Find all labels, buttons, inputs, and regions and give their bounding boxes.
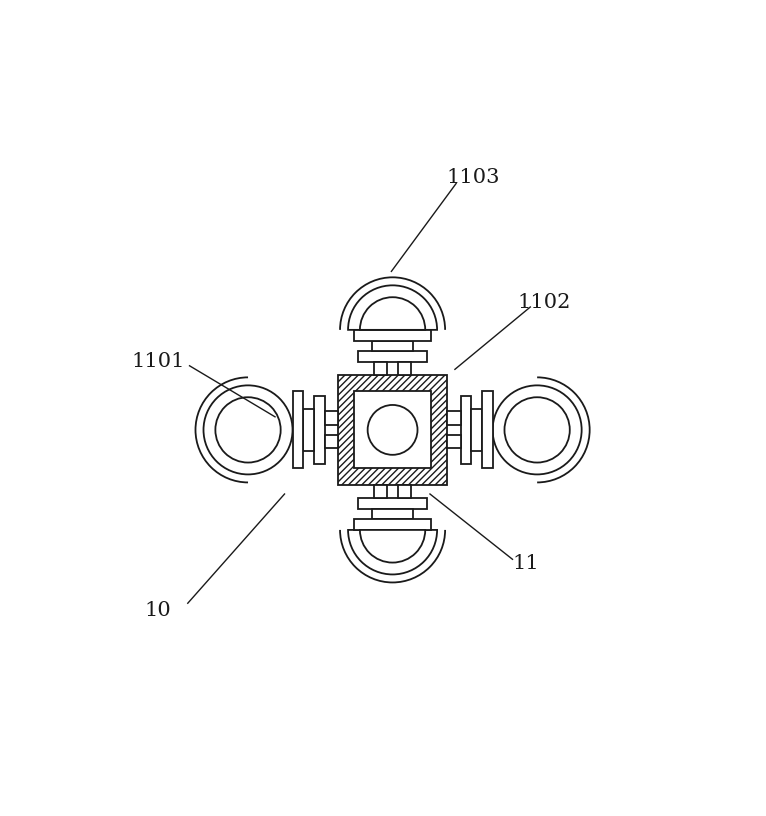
Bar xyxy=(354,392,431,468)
Bar xyxy=(293,392,303,468)
Circle shape xyxy=(204,385,293,474)
Wedge shape xyxy=(348,286,437,330)
Text: 10: 10 xyxy=(145,601,172,620)
Bar xyxy=(374,485,388,498)
Text: 11: 11 xyxy=(512,554,539,573)
Bar xyxy=(358,498,427,508)
Bar xyxy=(482,392,493,468)
Bar xyxy=(325,435,338,448)
Bar xyxy=(358,351,427,362)
Bar xyxy=(398,485,411,498)
Wedge shape xyxy=(360,530,425,562)
Bar xyxy=(325,411,338,424)
Bar xyxy=(372,340,414,351)
Bar xyxy=(398,362,411,375)
Bar xyxy=(460,396,471,464)
Circle shape xyxy=(505,397,570,463)
Bar xyxy=(354,330,431,340)
Bar xyxy=(354,519,431,530)
Text: 1103: 1103 xyxy=(446,168,499,187)
Wedge shape xyxy=(360,297,425,330)
Bar xyxy=(314,396,325,464)
Circle shape xyxy=(493,385,581,474)
Text: 1101: 1101 xyxy=(131,353,185,371)
Bar xyxy=(447,411,460,424)
Bar xyxy=(303,409,314,450)
Bar xyxy=(471,409,482,450)
Circle shape xyxy=(368,405,417,455)
Bar xyxy=(447,435,460,448)
Bar xyxy=(372,508,414,519)
Bar xyxy=(338,375,447,485)
Wedge shape xyxy=(348,530,437,574)
Bar xyxy=(374,362,388,375)
Text: 1102: 1102 xyxy=(517,293,571,312)
Circle shape xyxy=(215,397,280,463)
